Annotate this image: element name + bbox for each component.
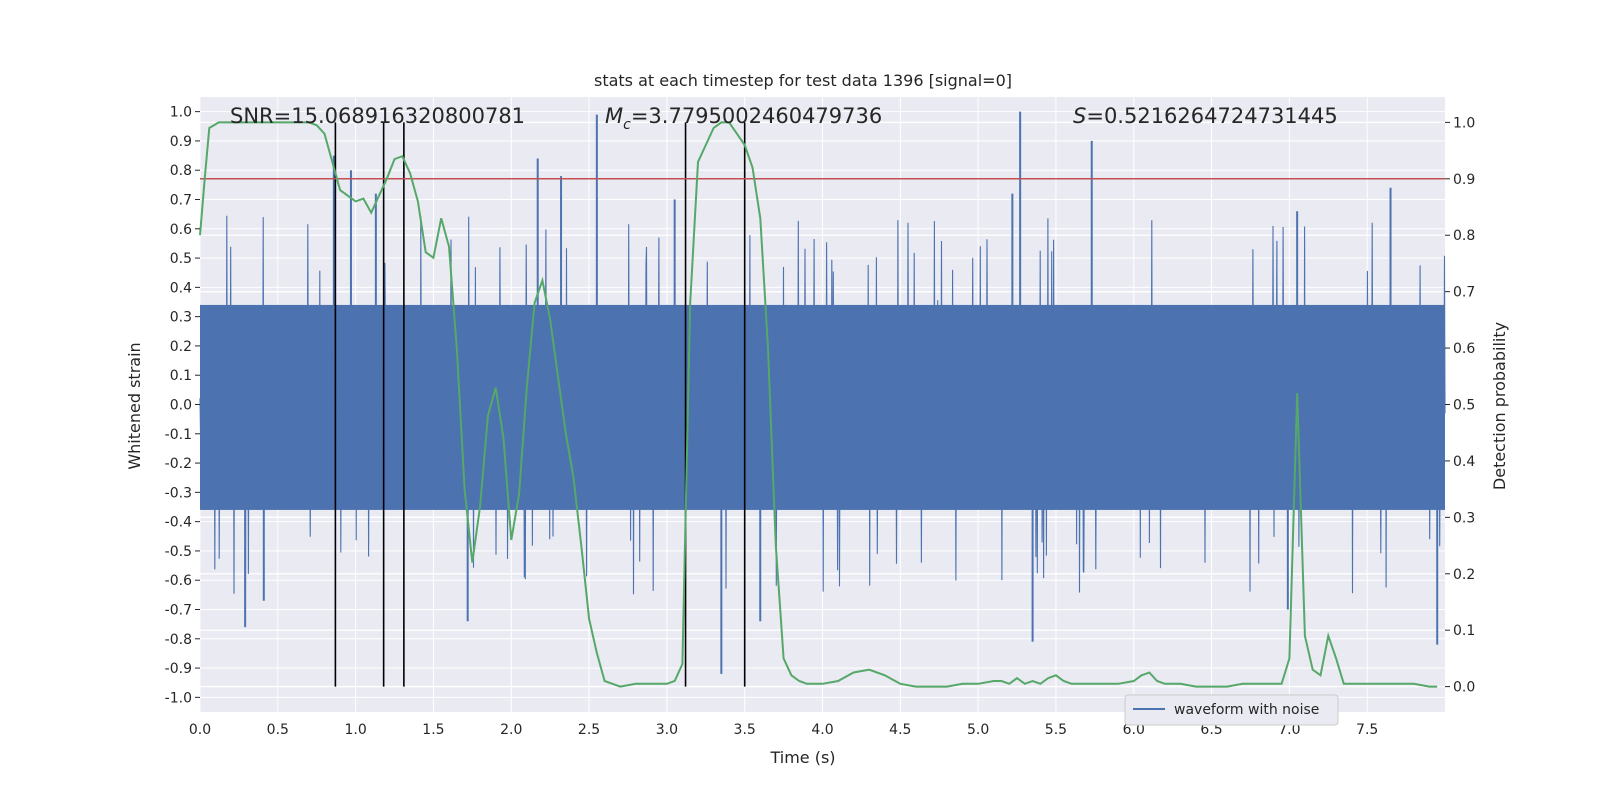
y-left-tick-label: -0.8 (165, 632, 192, 648)
chart-title: stats at each timestep for test data 139… (594, 71, 1012, 90)
y-left-tick-label: -0.3 (165, 485, 192, 501)
x-tick-label: 0.0 (189, 722, 211, 738)
mc-annotation: Mc=3.7795002460479736 (605, 104, 882, 133)
y-left-tick-label: -1.0 (165, 690, 192, 706)
y-right-tick-label: 0.4 (1453, 454, 1475, 470)
waveform-line (199, 215, 1446, 595)
y-left-tick-label: 0.3 (170, 310, 192, 326)
probability-series-line (199, 121, 1438, 688)
x-tick-label: 5.0 (967, 722, 989, 738)
snr-annotation: SNR=15.068916320800781 (230, 104, 525, 128)
x-tick-label: 1.0 (344, 722, 366, 738)
x-tick-label: 4.5 (889, 722, 911, 738)
legend-box (1124, 694, 1339, 726)
y-left-tick-label: 0.4 (170, 280, 192, 296)
y-left-tick-label: 0.7 (170, 193, 192, 209)
y-left-tick-label: -0.7 (165, 603, 192, 619)
y-left-tick-label: 0.0 (170, 398, 192, 414)
mc-symbol: M (605, 104, 623, 128)
legend-label-waveform: waveform with noise (1174, 702, 1319, 718)
y-right-tick-label: 0.7 (1453, 285, 1475, 301)
y-right-tick-label: 0.6 (1453, 341, 1475, 357)
s-value: =0.5216264724731445 (1086, 104, 1337, 128)
x-tick-label: 2.0 (500, 722, 522, 738)
x-tick-label: 6.0 (1123, 722, 1145, 738)
y-left-tick-label: -0.4 (165, 515, 192, 531)
y-axis-left-label: Whitened strain (125, 342, 144, 469)
x-tick-label: 2.5 (578, 722, 600, 738)
x-tick-label: 1.5 (422, 722, 444, 738)
y-left-tick-label: -0.9 (165, 661, 192, 677)
y-left-tick-label: -0.2 (165, 456, 192, 472)
y-left-tick-label: 0.5 (170, 251, 192, 267)
y-axis-right-label: Detection probability (1490, 322, 1509, 490)
y-left-tick-label: 0.2 (170, 339, 192, 355)
y-left-tick-label: 1.0 (170, 105, 192, 121)
y-right-tick-label: 0.9 (1453, 172, 1475, 188)
y-left-tick-label: 0.1 (170, 368, 192, 384)
y-left-tick-label: -0.1 (165, 427, 192, 443)
x-tick-label: 3.5 (734, 722, 756, 738)
y-right-tick-label: 0.2 (1453, 567, 1475, 583)
x-tick-label: 4.0 (811, 722, 833, 738)
x-tick-label: 5.5 (1045, 722, 1067, 738)
mc-value: =3.7795002460479736 (631, 104, 882, 128)
y-right-tick-label: 0.8 (1453, 228, 1475, 244)
s-symbol: S (1073, 104, 1086, 128)
x-tick-label: 3.0 (656, 722, 678, 738)
y-left-tick-label: -0.6 (165, 573, 192, 589)
y-right-tick-label: 0.3 (1453, 510, 1475, 526)
waveform-series (199, 111, 1446, 674)
x-axis-label: Time (s) (769, 748, 835, 767)
y-right-tick-label: 0.5 (1453, 398, 1475, 414)
s-annotation: S=0.5216264724731445 (1073, 104, 1338, 128)
x-tick-label: 6.5 (1200, 722, 1222, 738)
x-tick-label: 7.5 (1356, 722, 1378, 738)
y-right-tick-label: 0.1 (1453, 623, 1475, 639)
legend: waveform with noise (1124, 694, 1339, 726)
x-tick-label: 7.0 (1278, 722, 1300, 738)
x-tick-label: 0.5 (267, 722, 289, 738)
vertical-markers (334, 122, 746, 687)
y-right-tick-label: 0.0 (1453, 680, 1475, 696)
mc-subscript: c (623, 117, 631, 133)
y-left-tick-label: 0.9 (170, 134, 192, 150)
y-left-tick-label: -0.5 (165, 544, 192, 560)
y-left-tick-label: 0.8 (170, 163, 192, 179)
tick-labels: 0.0 0.5 1.0 1.5 2.0 2.5 3.0 3.5 4.0 4.5 5.0 5.5 6.0 6… (165, 105, 1476, 738)
y-left-tick-label: 0.6 (170, 222, 192, 238)
y-right-tick-label: 1.0 (1453, 115, 1475, 131)
